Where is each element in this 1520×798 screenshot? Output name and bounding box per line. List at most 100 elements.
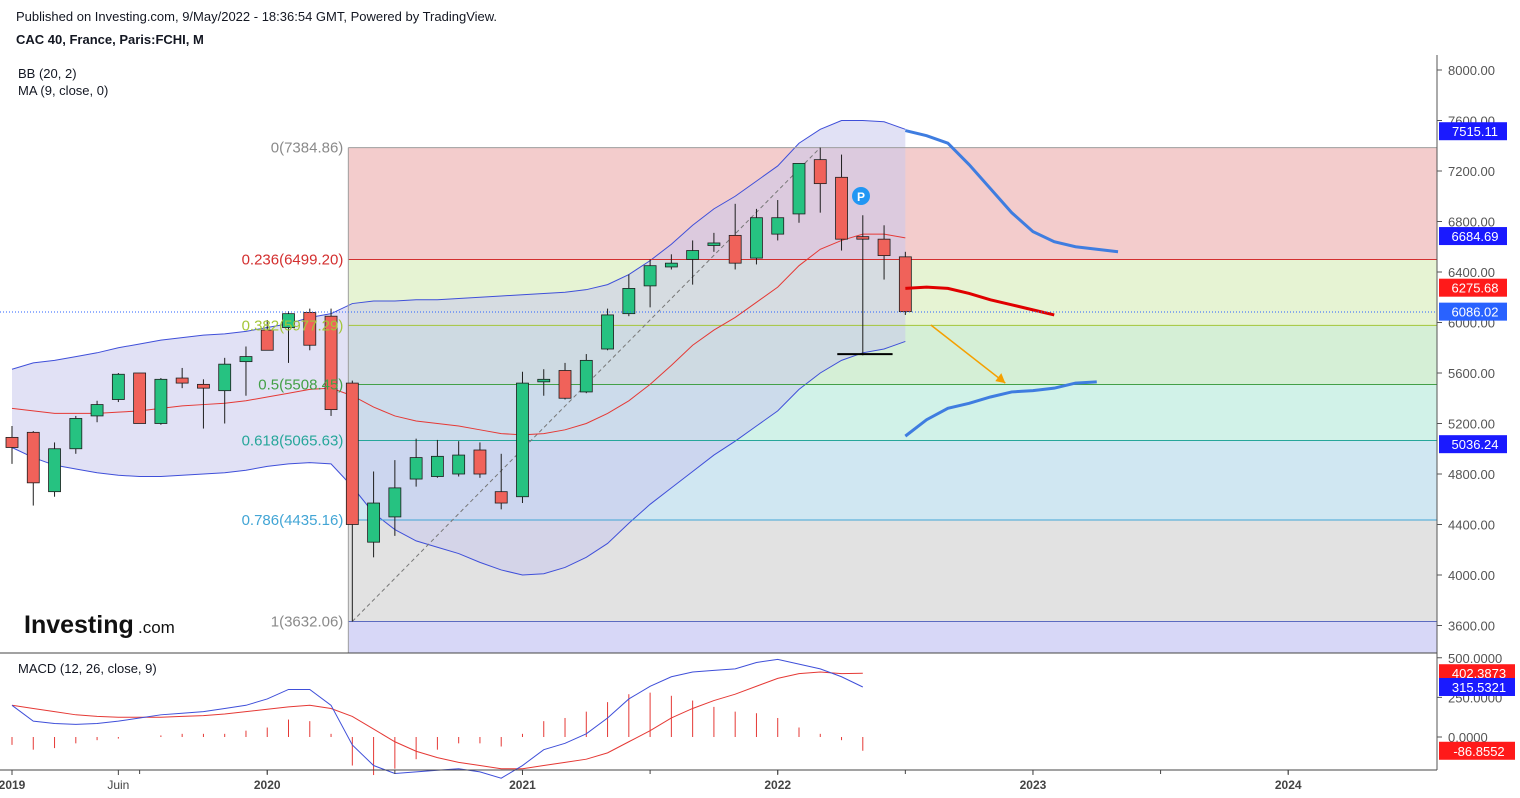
candle[interactable] <box>388 460 402 536</box>
candle[interactable] <box>558 362 572 400</box>
candle[interactable] <box>792 163 806 223</box>
pivot-marker[interactable]: P <box>852 187 870 205</box>
candle[interactable] <box>835 154 848 251</box>
candle[interactable] <box>494 453 508 510</box>
candle[interactable] <box>813 147 827 213</box>
candle[interactable] <box>430 439 444 478</box>
candle[interactable] <box>750 208 763 265</box>
candle-body[interactable] <box>792 163 806 215</box>
candle-body[interactable] <box>750 217 763 259</box>
candle[interactable] <box>324 308 338 416</box>
fib-level-label: 0.618(5065.63) <box>242 432 344 449</box>
candle-body[interactable] <box>664 262 678 268</box>
candle-body[interactable] <box>111 373 125 400</box>
candle[interactable] <box>686 240 700 285</box>
candle-body[interactable] <box>5 436 19 448</box>
candle-body[interactable] <box>494 491 508 504</box>
macd-legend: MACD (12, 26, close, 9) <box>18 661 157 676</box>
price-tick-label: 7200.00 <box>1448 164 1495 179</box>
candle-body[interactable] <box>856 236 870 240</box>
candle[interactable] <box>409 438 423 487</box>
candle[interactable] <box>175 367 189 389</box>
candle[interactable] <box>260 319 274 351</box>
candle[interactable] <box>218 357 232 424</box>
candle[interactable] <box>707 232 721 252</box>
candle-body[interactable] <box>686 250 700 260</box>
candle[interactable] <box>664 254 678 270</box>
candle-body[interactable] <box>516 382 529 498</box>
price-label-text: 5036.24 <box>1452 437 1499 452</box>
candle[interactable] <box>622 274 636 317</box>
candle-body[interactable] <box>473 449 487 475</box>
candle-body[interactable] <box>175 377 189 384</box>
time-tick-label: 2019 <box>0 778 26 792</box>
candle-body[interactable] <box>835 176 848 240</box>
candle-body[interactable] <box>324 315 338 411</box>
price-label-bg <box>1439 278 1507 297</box>
candle[interactable] <box>239 346 253 396</box>
macd-tick-label: 500.0000 <box>1448 651 1502 666</box>
candle[interactable] <box>197 379 210 429</box>
candle[interactable] <box>154 378 168 425</box>
candle[interactable] <box>5 426 19 464</box>
candle-body[interactable] <box>813 159 827 185</box>
candle[interactable] <box>90 400 104 423</box>
candle[interactable] <box>898 251 912 315</box>
pivot-marker-circle[interactable] <box>852 187 870 205</box>
candle-body[interactable] <box>367 502 380 543</box>
candle-body[interactable] <box>218 363 232 392</box>
candle-body[interactable] <box>154 378 168 424</box>
price-tick-label: 4000.00 <box>1448 568 1495 583</box>
candle[interactable] <box>367 471 380 558</box>
candle-body[interactable] <box>239 356 253 363</box>
candle-body[interactable] <box>48 448 61 493</box>
candle-body[interactable] <box>707 242 721 246</box>
candle-body[interactable] <box>388 487 402 518</box>
candle[interactable] <box>579 354 593 394</box>
candle-body[interactable] <box>26 431 40 484</box>
candle-body[interactable] <box>90 404 104 417</box>
candle-body[interactable] <box>558 370 572 399</box>
candle-body[interactable] <box>409 457 423 480</box>
candle[interactable] <box>601 308 614 351</box>
candle-body[interactable] <box>771 217 785 235</box>
candle[interactable] <box>48 442 61 497</box>
candle-body[interactable] <box>898 256 912 313</box>
candle[interactable] <box>473 442 487 478</box>
candle-body[interactable] <box>537 378 551 383</box>
candle[interactable] <box>69 415 83 454</box>
candle[interactable] <box>26 431 40 506</box>
candle-body[interactable] <box>69 418 83 450</box>
candle-body[interactable] <box>133 372 147 424</box>
candle-body[interactable] <box>601 314 614 350</box>
candle[interactable] <box>537 369 551 396</box>
candle-body[interactable] <box>643 265 657 287</box>
candle[interactable] <box>728 203 742 270</box>
candle[interactable] <box>111 373 125 403</box>
candle[interactable] <box>856 215 870 356</box>
candle-body[interactable] <box>728 234 742 264</box>
price-label-text: 7515.11 <box>1452 124 1498 139</box>
candle-body[interactable] <box>622 288 636 315</box>
candle[interactable] <box>643 259 657 308</box>
price-label-bg <box>1439 122 1507 141</box>
candle-body[interactable] <box>877 238 891 256</box>
fib-level-label: 0.382(5977.29) <box>242 317 344 334</box>
candle-body[interactable] <box>197 383 210 389</box>
candle-body[interactable] <box>579 359 593 393</box>
candle[interactable] <box>345 380 359 622</box>
candle[interactable] <box>452 441 466 477</box>
candle[interactable] <box>516 371 529 504</box>
price-label-bg <box>1439 227 1507 246</box>
candle[interactable] <box>771 200 785 241</box>
candle[interactable] <box>877 225 891 280</box>
candle[interactable] <box>133 372 147 424</box>
candle-body[interactable] <box>282 313 295 328</box>
candle-body[interactable] <box>260 329 274 351</box>
candle-body[interactable] <box>430 455 444 477</box>
symbol-title: CAC 40, France, Paris:FCHI, M <box>16 32 204 47</box>
candle-body[interactable] <box>452 454 466 475</box>
candle[interactable] <box>282 311 295 363</box>
candle-body[interactable] <box>345 382 359 525</box>
